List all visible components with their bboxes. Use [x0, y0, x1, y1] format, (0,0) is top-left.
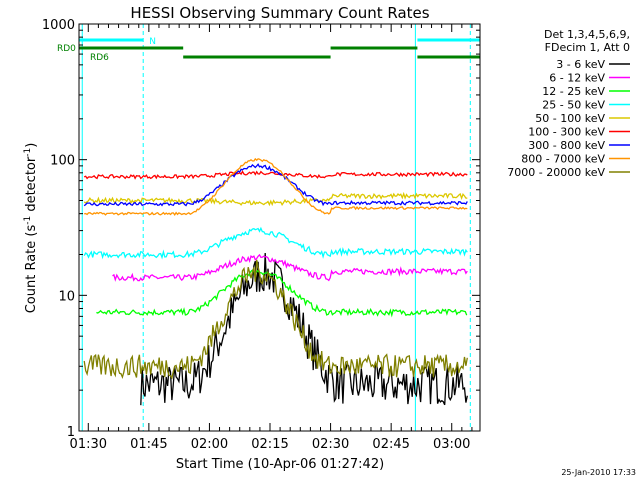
legend-label: 6 - 12 keV	[549, 72, 605, 85]
legend-header-line-2: FDecim 1, Att 0	[545, 41, 630, 54]
flag-label-rd6: RD6	[90, 53, 109, 63]
y-tick-label: 1000	[42, 18, 75, 33]
legend-label: 12 - 25 keV	[542, 85, 605, 98]
series-group	[79, 24, 480, 431]
legend-label: 50 - 100 keV	[535, 112, 605, 125]
plot-frame	[78, 23, 481, 432]
legend-label: 25 - 50 keV	[542, 99, 605, 112]
series-line	[84, 157, 468, 216]
series-line	[83, 191, 468, 207]
legend-label: 100 - 300 keV	[528, 126, 605, 139]
x-tick-label: 03:00	[433, 437, 470, 452]
series-line	[112, 253, 468, 282]
y-axis: 1 10 100 1000	[42, 18, 480, 440]
flag-label-n: N	[149, 37, 156, 47]
x-tick-label: 02:00	[191, 437, 228, 452]
legend: Det 1,3,4,5,6,9, FDecim 1, Att 0 3 - 6 k…	[507, 28, 630, 179]
x-tick-label: 01:30	[70, 437, 107, 452]
x-axis-label: Start Time (10-Apr-06 01:27:42)	[176, 457, 384, 472]
y-axis-label: Count Rate (s-1 detector-1)	[23, 143, 39, 314]
legend-label: 800 - 7000 keV	[521, 153, 605, 166]
legend-label: 7000 - 20000 keV	[507, 166, 605, 179]
y-tick-label: 100	[50, 154, 75, 169]
x-tick-label: 01:45	[130, 437, 167, 452]
series-line	[83, 259, 468, 380]
y-tick-label: 1	[67, 425, 75, 440]
legend-header-line-1: Det 1,3,4,5,6,9,	[544, 28, 630, 41]
flag-label-rd0: RD0	[57, 44, 76, 54]
series-line	[83, 163, 468, 207]
legend-label: 300 - 800 keV	[528, 139, 605, 152]
x-tick-label: 02:15	[251, 437, 288, 452]
series-line	[96, 268, 468, 318]
x-tick-label: 02:45	[372, 437, 409, 452]
series-line	[83, 226, 468, 260]
plot-area: N RD0 RD6	[57, 24, 480, 431]
y-tick-label: 10	[58, 289, 75, 304]
legend-label: 3 - 6 keV	[556, 58, 605, 71]
chart-title: HESSI Observing Summary Count Rates	[130, 4, 429, 22]
footer-timestamp: 25-Jan-2010 17:33	[561, 468, 636, 477]
x-tick-label: 02:30	[312, 437, 349, 452]
x-axis: 01:30 01:45 02:00 02:15 02:30 02:45 03:00	[70, 24, 473, 452]
series-line	[83, 170, 468, 180]
